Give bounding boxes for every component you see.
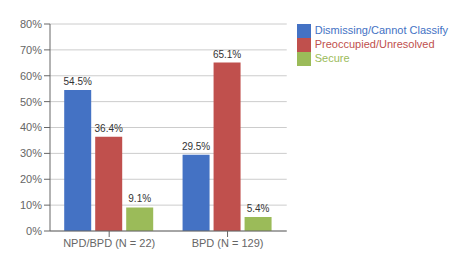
svg-text:29.5%: 29.5%: [182, 141, 210, 152]
svg-text:50%: 50%: [20, 96, 42, 108]
svg-text:60%: 60%: [20, 70, 42, 82]
svg-text:54.5%: 54.5%: [64, 76, 92, 87]
html-text:Secure: Secure: [314, 52, 350, 65]
svg-text:70%: 70%: [20, 44, 42, 56]
svg-text:40%: 40%: [20, 121, 42, 133]
html-text:Preoccupied/Unresolved: Preoccupied/Unresolved: [314, 38, 435, 51]
svg-text:20%: 20%: [20, 173, 42, 185]
svg-text:80%: 80%: [20, 18, 42, 30]
svg-text:10%: 10%: [20, 199, 42, 211]
svg-text:65.1%: 65.1%: [213, 49, 241, 60]
html-text:Dismissing/Cannot Classify: Dismissing/Cannot Classify: [314, 24, 448, 36]
svg-text:9.1%: 9.1%: [128, 193, 151, 204]
svg-text:36.4%: 36.4%: [95, 123, 123, 134]
svg-text:0%: 0%: [26, 225, 42, 237]
svg-text:5.4%: 5.4%: [247, 203, 270, 214]
svg-text:30%: 30%: [20, 147, 42, 159]
svg-text:BPD (N = 129): BPD (N = 129): [192, 237, 264, 249]
svg-text:NPD/BPD (N = 22): NPD/BPD (N = 22): [63, 237, 155, 249]
